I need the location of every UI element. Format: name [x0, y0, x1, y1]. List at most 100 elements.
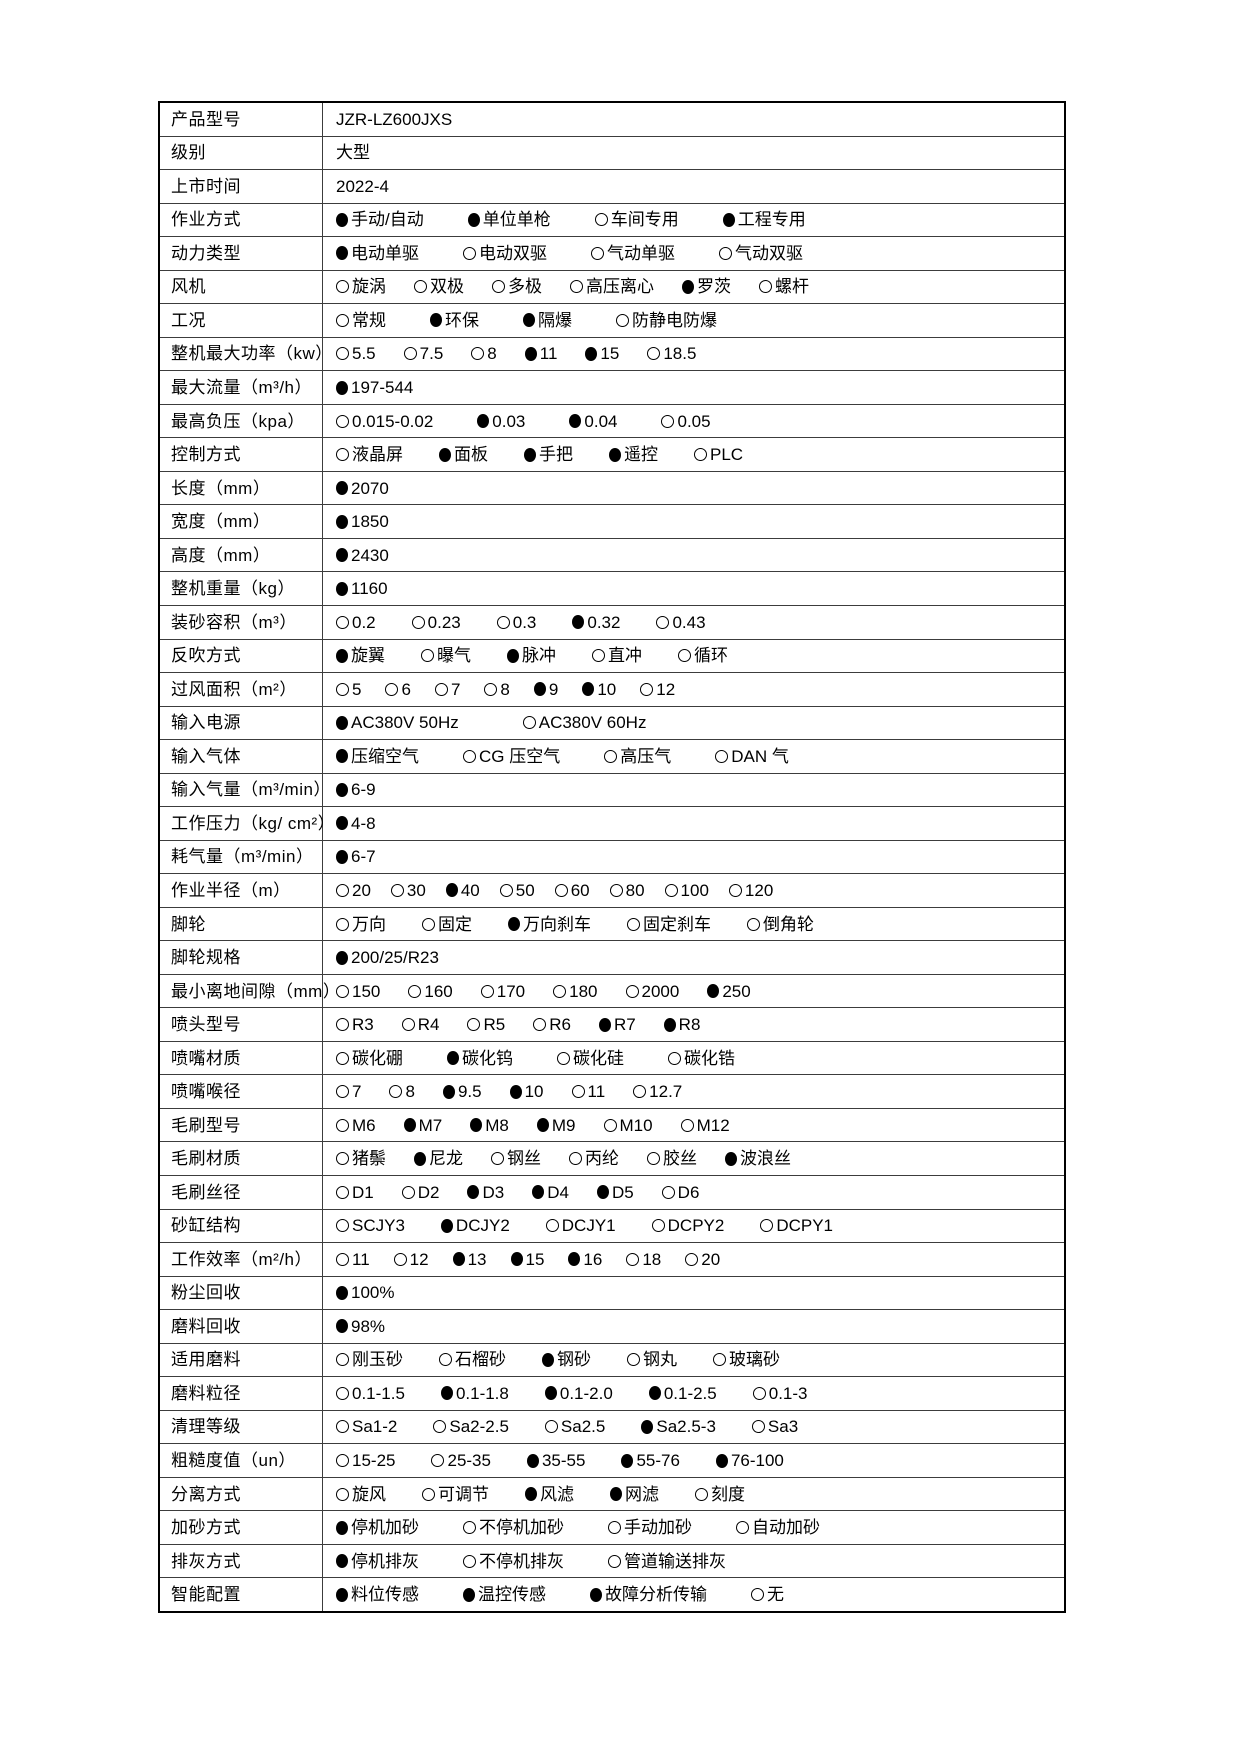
spec-option: 曝气	[421, 647, 471, 664]
row-label: 清理等级	[160, 1410, 323, 1444]
option-text: DCJY2	[455, 1216, 510, 1236]
option-text: 18	[642, 1249, 662, 1269]
spec-option: M10	[603, 1117, 653, 1134]
row-value: 20 30 40 50 60 80 100 120	[323, 874, 1064, 907]
option-text: 2070	[351, 478, 389, 498]
radio-filled-icon	[544, 1386, 557, 1401]
radio-empty-icon	[751, 1420, 765, 1434]
table-row: 喷嘴材质 碳化硼 碳化钨 碳化硅 碳化锆	[160, 1041, 1064, 1076]
row-label: 产品型号	[160, 103, 323, 136]
spec-option: 12	[393, 1251, 429, 1268]
radio-filled-icon	[682, 279, 694, 294]
row-value: 常规 环保 隔爆 防静电防爆	[323, 304, 1064, 337]
spec-option: Sa2-2.5	[433, 1418, 509, 1435]
row-label: 作业半径（m）	[160, 874, 323, 907]
spec-option: 6-9	[336, 781, 376, 798]
option-text: 0.1-1.5	[352, 1383, 405, 1403]
spec-option: 80	[609, 882, 645, 899]
row-label: 整机最大功率（kw）	[160, 337, 332, 371]
spec-option: D4	[532, 1184, 569, 1201]
option-text: 2022-4	[336, 176, 389, 196]
option-text: 可调节	[438, 1484, 489, 1504]
option-text: 12.7	[649, 1082, 683, 1102]
row-label: 毛刷型号	[160, 1108, 323, 1142]
spec-option: 防静电防爆	[616, 312, 717, 329]
table-row: 智能配置 料位传感 温控传感 故障分析传输 无	[160, 1578, 1064, 1611]
radio-empty-icon	[760, 1219, 774, 1233]
radio-filled-icon	[722, 212, 735, 227]
radio-empty-icon	[393, 1252, 407, 1266]
radio-empty-icon	[336, 1219, 349, 1233]
spec-option: M9	[536, 1117, 576, 1134]
spec-option: 18.5	[647, 345, 696, 362]
radio-filled-icon	[336, 1587, 348, 1602]
radio-empty-icon	[651, 1219, 665, 1233]
row-label: 排灰方式	[160, 1544, 323, 1578]
option-text: 20	[701, 1249, 721, 1269]
spec-option: 气动单驱	[591, 245, 675, 262]
spec-option: R3	[336, 1016, 374, 1033]
radio-filled-icon	[336, 749, 348, 764]
option-text: 面板	[454, 445, 488, 465]
row-label: 喷头型号	[160, 1008, 323, 1041]
table-row: 喷嘴喉径 7 8 9.5 10 11 12.7	[160, 1075, 1064, 1109]
radio-empty-icon	[571, 1085, 585, 1099]
option-text: 7	[352, 1082, 362, 1102]
spec-option: M12	[680, 1115, 730, 1135]
option-text: 玻璃砂	[729, 1350, 780, 1370]
row-label: 砂缸结构	[160, 1209, 323, 1243]
radio-empty-icon	[569, 1152, 582, 1166]
spec-option: 旋风	[336, 1486, 386, 1503]
row-label: 高度（mm）	[160, 538, 323, 572]
table-row: 耗气量（m³/min） 6-7	[160, 840, 1064, 875]
radio-empty-icon	[336, 1085, 349, 1099]
row-label: 粉尘回收	[160, 1276, 323, 1310]
radio-filled-icon	[536, 1118, 549, 1133]
row-label: 耗气量（m³/min）	[160, 840, 323, 874]
spec-option: 石榴砂	[439, 1351, 506, 1368]
row-label: 粗糙度值（un）	[160, 1444, 323, 1477]
radio-filled-icon	[523, 313, 535, 328]
option-text: 11	[352, 1249, 370, 1269]
option-text: 手把	[539, 445, 573, 465]
spec-option: 200/25/R23	[336, 949, 439, 966]
spec-option: 万向刹车	[508, 916, 591, 933]
spec-option: 液晶屏	[336, 446, 403, 463]
row-value: 2070	[323, 472, 1064, 505]
table-row: 输入电源 AC380V 50Hz AC380V 60Hz	[160, 706, 1064, 741]
spec-option: D6	[661, 1184, 699, 1201]
spec-option: 气动双驱	[719, 245, 803, 262]
radio-empty-icon	[385, 682, 399, 696]
radio-filled-icon	[403, 1118, 416, 1133]
row-value: 0.1-1.5 0.1-1.8 0.1-2.0 0.1-2.5 0.1-3	[323, 1377, 1064, 1410]
option-text: AC380V 50Hz	[351, 713, 459, 733]
radio-filled-icon	[336, 1319, 348, 1334]
spec-option: JZR-LZ600JXS	[336, 111, 452, 128]
spec-option: D2	[401, 1184, 439, 1201]
table-row: 作业半径（m） 20 30 40 50 60 80 100 120	[160, 874, 1064, 908]
spec-option: 环保	[430, 312, 479, 329]
radio-empty-icon	[421, 649, 434, 663]
row-value: 旋涡 双极 多极 高压离心 罗茨 螺杆	[323, 271, 1064, 304]
spec-option: 1850	[336, 513, 389, 530]
radio-empty-icon	[408, 984, 422, 998]
option-text: 8	[487, 344, 497, 364]
spec-option: 钢丸	[627, 1351, 677, 1368]
spec-option: 12.7	[633, 1083, 682, 1100]
option-text: 螺杆	[775, 277, 809, 297]
option-text: 无	[767, 1585, 784, 1605]
radio-filled-icon	[336, 950, 348, 965]
option-text: 8	[500, 679, 510, 699]
row-value: D1 D2 D3 D4 D5 D6	[323, 1176, 1064, 1209]
radio-empty-icon	[336, 1420, 349, 1434]
radio-empty-icon	[592, 649, 605, 663]
spec-option: 4-8	[336, 815, 376, 832]
row-value: 刚玉砂 石榴砂 钢砂 钢丸 玻璃砂	[323, 1344, 1064, 1377]
table-row: 排灰方式 停机排灰 不停机排灰 管道输送排灰	[160, 1544, 1064, 1579]
radio-empty-icon	[627, 1353, 640, 1367]
table-row: 输入气体 压缩空气 CG 压空气 高压气 DAN 气	[160, 740, 1064, 774]
spec-option: 160	[408, 983, 453, 1000]
option-text: 1850	[351, 512, 389, 532]
spec-option: 故障分析传输	[590, 1586, 707, 1603]
option-text: M12	[696, 1115, 730, 1135]
